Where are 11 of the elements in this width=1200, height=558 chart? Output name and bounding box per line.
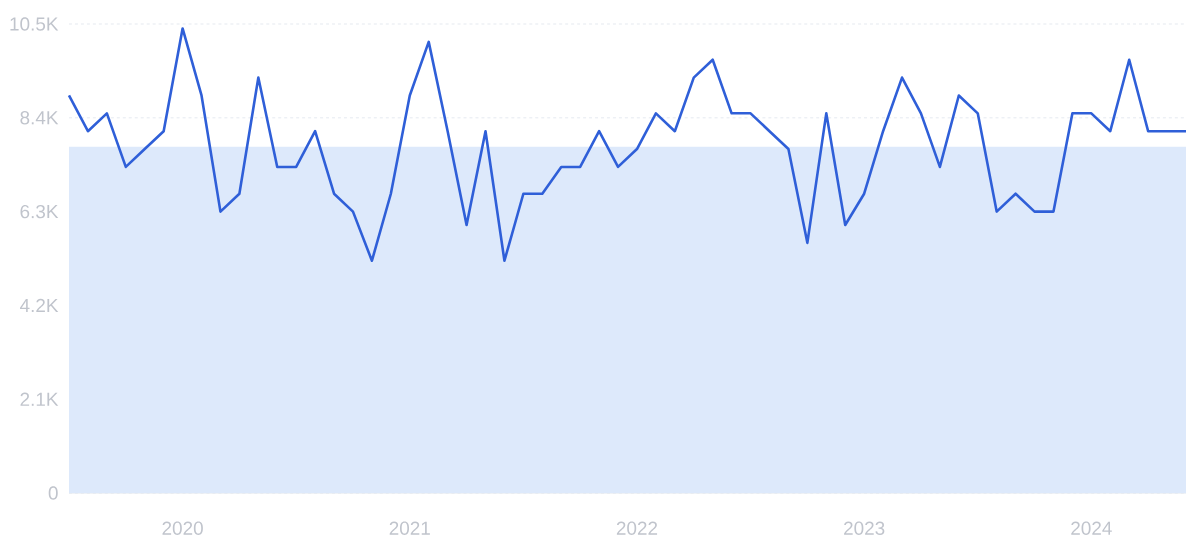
- y-tick-label: 8.4K: [20, 111, 59, 125]
- x-tick-label: 2023: [844, 521, 885, 535]
- y-tick-label: 0: [48, 486, 58, 500]
- y-tick-label: 4.2K: [19, 298, 59, 313]
- x-tick-label: 2024: [1071, 521, 1112, 535]
- y-tick-label: 10.5K: [10, 17, 59, 31]
- x-tick-label: 2021: [389, 521, 430, 535]
- y-tick-label: 6.3K: [20, 204, 59, 219]
- x-tick-label: 2020: [162, 521, 203, 535]
- y-tick-label: 2.1K: [20, 392, 59, 406]
- x-tick-label: 2022: [616, 521, 658, 535]
